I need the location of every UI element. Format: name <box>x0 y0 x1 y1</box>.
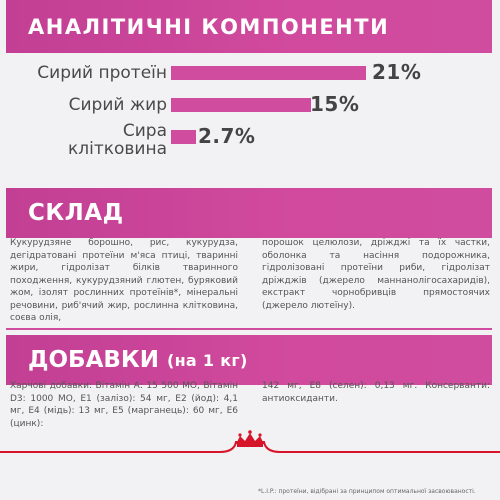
additives-text: Харчові добавки: Вітамін А: 15 500 МО, В… <box>10 380 490 429</box>
additives-col-1: Харчові добавки: Вітамін А: 15 500 МО, В… <box>10 381 238 429</box>
composition-text: Кукурудзяне борошно, рис, кукурудза, дег… <box>10 237 490 323</box>
analysis-title: АНАЛІТИЧНІ КОМПОНЕНТИ <box>28 14 390 39</box>
fat-label: Сирий жир <box>68 95 167 115</box>
protein-bar <box>171 66 366 80</box>
protein-label: Сирий протеїн <box>37 63 167 83</box>
fat-bar <box>171 98 311 112</box>
divider <box>6 328 492 330</box>
additives-title: ДОБАВКИ <box>28 347 159 373</box>
fiber-label-line2: клітковина <box>67 139 167 159</box>
fiber-label-line1: Сира <box>122 121 167 141</box>
fiber-bar <box>171 130 196 144</box>
fat-value: 15% <box>310 92 360 116</box>
fiber-value: 2.7% <box>198 124 256 148</box>
additives-subtitle: (на 1 кг) <box>166 350 248 370</box>
footnote: *L.I.P.: протеїни, відібрані за принципо… <box>258 488 476 495</box>
composition-col-2: порошок целюлози, дріжджі та їх частки, … <box>262 238 490 311</box>
composition-title: СКЛАД <box>28 200 124 226</box>
analysis-banner: АНАЛІТИЧНІ КОМПОНЕНТИ <box>6 0 492 53</box>
additives-col-2: 142 мг, Е8 (селен): 0,13 мг. Консерванти… <box>262 381 490 404</box>
fiber-label: Сира клітковина <box>68 122 167 158</box>
composition-col-1: Кукурудзяне борошно, рис, кукурудза, дег… <box>10 238 238 323</box>
royal-canin-crown-logo <box>0 430 500 453</box>
composition-banner: СКЛАД <box>6 188 492 238</box>
additives-banner: ДОБАВКИ (на 1 кг) <box>6 335 492 385</box>
protein-value: 21% <box>372 60 422 84</box>
